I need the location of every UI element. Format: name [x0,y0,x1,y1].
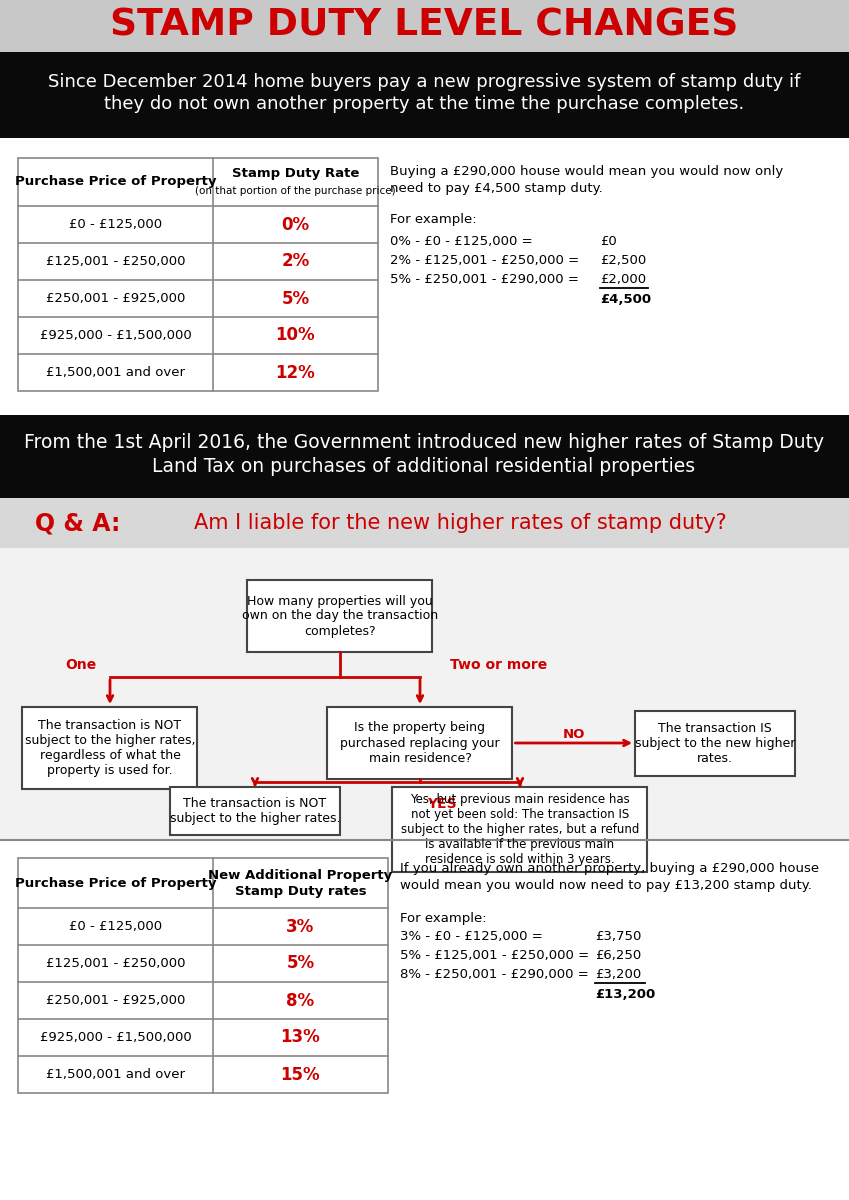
Text: (on that portion of the purchase price): (on that portion of the purchase price) [195,186,396,196]
Bar [635,710,795,775]
Text: 2% - £125,001 - £250,000 =: 2% - £125,001 - £250,000 = [390,254,579,266]
Text: New Additional Property: New Additional Property [208,869,392,882]
Text: From the 1st April 2016, the Government introduced new higher rates of Stamp Dut: From the 1st April 2016, the Government … [24,433,824,452]
Bar [0,498,849,548]
Text: Buying a £290,000 house would mean you would now only: Buying a £290,000 house would mean you w… [390,164,784,178]
Text: £125,001 - £250,000: £125,001 - £250,000 [46,958,185,970]
Bar [18,858,388,1093]
Bar [0,52,849,138]
Text: £2,000: £2,000 [600,272,646,286]
Text: 10%: 10% [276,326,315,344]
Text: 0%: 0% [281,216,310,234]
Bar [328,707,513,779]
Text: 0% - £0 - £125,000 =: 0% - £0 - £125,000 = [390,235,532,248]
Text: £1,500,001 and over: £1,500,001 and over [46,366,185,379]
Text: Since December 2014 home buyers pay a new progressive system of stamp duty if: Since December 2014 home buyers pay a ne… [48,73,801,91]
Bar [0,0,849,52]
Text: One: One [65,658,96,672]
Text: 8% - £250,001 - £290,000 =: 8% - £250,001 - £290,000 = [400,968,588,982]
Bar [23,707,198,790]
Text: £13,200: £13,200 [595,988,655,1001]
Bar [0,138,849,415]
Bar [0,548,849,840]
Text: Two or more: Two or more [450,658,548,672]
Text: YES: YES [427,797,457,811]
Text: £925,000 - £1,500,000: £925,000 - £1,500,000 [40,1031,191,1044]
Text: Land Tax on purchases of additional residential properties: Land Tax on purchases of additional resi… [153,457,695,476]
Bar [18,158,378,391]
Text: The transaction is NOT
subject to the higher rates.: The transaction is NOT subject to the hi… [170,797,340,826]
Text: The transaction is NOT
subject to the higher rates,
regardless of what the
prope: The transaction is NOT subject to the hi… [25,719,195,778]
Text: £3,750: £3,750 [595,930,641,943]
Text: £2,500: £2,500 [600,254,646,266]
Text: £0 - £125,000: £0 - £125,000 [69,218,162,230]
Text: need to pay £4,500 stamp duty.: need to pay £4,500 stamp duty. [390,182,603,194]
Text: 3% - £0 - £125,000 =: 3% - £0 - £125,000 = [400,930,543,943]
Text: 5% - £125,001 - £250,000 =: 5% - £125,001 - £250,000 = [400,949,589,962]
Text: £250,001 - £925,000: £250,001 - £925,000 [46,292,185,305]
Bar [0,840,849,1200]
Text: How many properties will you
own on the day the transaction
completes?: How many properties will you own on the … [242,594,438,637]
Text: 8%: 8% [286,991,315,1009]
Text: For example:: For example: [400,912,486,925]
Text: £250,001 - £925,000: £250,001 - £925,000 [46,994,185,1007]
Text: 5%: 5% [281,289,310,307]
Text: £3,200: £3,200 [595,968,641,982]
Text: £0 - £125,000: £0 - £125,000 [69,920,162,934]
Text: £0: £0 [600,235,616,248]
Text: Am I liable for the new higher rates of stamp duty?: Am I liable for the new higher rates of … [194,514,727,533]
Text: Q & A:: Q & A: [36,511,121,535]
Text: they do not own another property at the time the purchase completes.: they do not own another property at the … [104,95,744,113]
Text: 5% - £250,001 - £290,000 =: 5% - £250,001 - £290,000 = [390,272,579,286]
Bar [0,415,849,498]
Text: 12%: 12% [276,364,315,382]
Text: £4,500: £4,500 [600,293,651,306]
Text: £6,250: £6,250 [595,949,641,962]
Text: £125,001 - £250,000: £125,001 - £250,000 [46,254,185,268]
Text: 2%: 2% [281,252,310,270]
Bar [170,787,340,835]
Text: Is the property being
purchased replacing your
main residence?: Is the property being purchased replacin… [340,721,500,764]
Text: NO: NO [563,727,585,740]
Text: would mean you would now need to pay £13,200 stamp duty.: would mean you would now need to pay £13… [400,878,812,892]
Text: £925,000 - £1,500,000: £925,000 - £1,500,000 [40,329,191,342]
Text: Purchase Price of Property: Purchase Price of Property [14,175,216,188]
Text: STAMP DUTY LEVEL CHANGES: STAMP DUTY LEVEL CHANGES [110,8,738,44]
Text: Yes, but previous main residence has
not yet been sold: The transaction IS
subje: Yes, but previous main residence has not… [401,793,639,866]
Text: Stamp Duty rates: Stamp Duty rates [234,886,366,899]
Text: 5%: 5% [286,954,315,972]
Text: 15%: 15% [281,1066,320,1084]
Text: If you already own another property, buying a £290,000 house: If you already own another property, buy… [400,862,819,875]
Text: 3%: 3% [286,918,315,936]
Bar [248,580,432,652]
Bar [392,787,648,872]
Text: Stamp Duty Rate: Stamp Duty Rate [232,168,359,180]
Text: The transaction IS
subject to the new higher
rates.: The transaction IS subject to the new hi… [635,721,796,764]
Text: 13%: 13% [281,1028,320,1046]
Text: £1,500,001 and over: £1,500,001 and over [46,1068,185,1081]
Text: Purchase Price of Property: Purchase Price of Property [14,876,216,889]
Text: For example:: For example: [390,214,476,226]
